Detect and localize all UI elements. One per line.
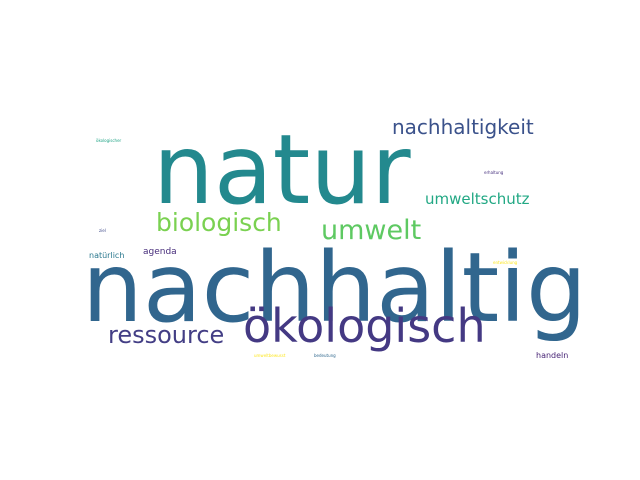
word-umwelt: umwelt (321, 215, 422, 246)
word-ziel: ziel (99, 228, 106, 233)
word-natur: natur (153, 114, 411, 226)
word-erhaltung: erhaltung (484, 170, 504, 175)
word-biologisch: biologisch (156, 208, 282, 237)
word-ressource: ressource (108, 321, 225, 349)
word-umweltschutz: umweltschutz (425, 190, 530, 208)
word-nachhaltigkeit: nachhaltigkeit (392, 115, 534, 139)
word-nachhaltig: nachhaltig (82, 232, 587, 344)
word-umweltbewusst: umweltbewusst (254, 353, 286, 358)
word-agenda: agenda (143, 247, 177, 257)
word-oekologischer: ökologischer (96, 138, 122, 143)
word-natuerlich: natürlich (89, 251, 125, 260)
word-bedeutung: bedeutung (314, 353, 336, 358)
word-oekologisch: ökologisch (243, 299, 486, 353)
word-handeln: handeln (536, 351, 569, 360)
word-entwicklung: entwicklung (493, 260, 518, 265)
